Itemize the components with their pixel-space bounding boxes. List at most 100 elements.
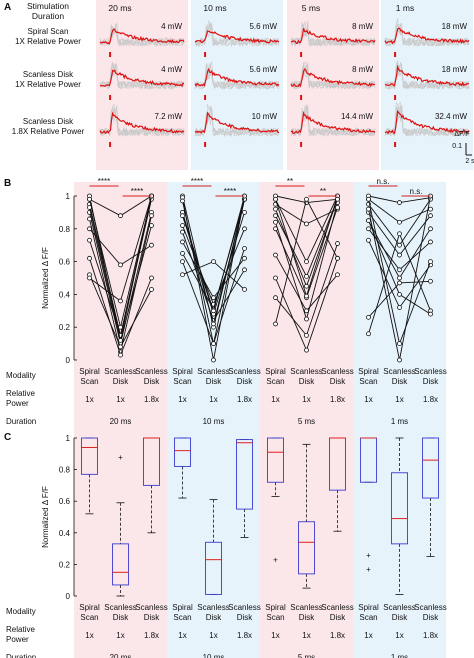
mean-trace bbox=[99, 69, 185, 88]
panel-b-relpower-label: 1x bbox=[271, 395, 279, 404]
panel-b-modality-label: Spiral bbox=[79, 367, 100, 376]
data-point bbox=[87, 237, 92, 243]
data-point bbox=[428, 311, 433, 317]
panel-b-modality-label: Scanless bbox=[414, 367, 446, 376]
panel-c-modality-label: Spiral bbox=[358, 603, 379, 612]
stim-marker bbox=[300, 95, 303, 100]
background-trace bbox=[99, 108, 185, 137]
row-label-line-1: Scanless Disk bbox=[23, 117, 74, 126]
power-label: 8 mW bbox=[352, 22, 373, 31]
outlier-marker: + bbox=[273, 556, 278, 565]
panel-b-modality-label: Spiral bbox=[358, 367, 379, 376]
panel-c-relpower-label: 1x bbox=[364, 631, 372, 640]
stim-marker bbox=[109, 95, 112, 100]
power-label: 10 mW bbox=[252, 112, 278, 121]
panel-c-modality-label: Scan bbox=[173, 613, 191, 622]
panel-b-relpower-label: 1x bbox=[395, 395, 403, 404]
data-point bbox=[304, 273, 309, 279]
panel-c-relpower-label: 1x bbox=[302, 631, 310, 640]
panel-b-relpower-header: Power bbox=[6, 399, 29, 408]
data-point bbox=[211, 259, 216, 265]
data-point bbox=[366, 237, 371, 243]
panel-c-modality-label: Disk bbox=[144, 613, 161, 622]
panel-b-modality-label: Scanless bbox=[104, 367, 136, 376]
data-point bbox=[211, 295, 216, 301]
panel-c-modality-label: Disk bbox=[330, 613, 347, 622]
stim-marker bbox=[204, 142, 207, 147]
panel-b-modality-header: Modality bbox=[6, 371, 36, 380]
background-trace bbox=[194, 104, 280, 137]
data-point bbox=[397, 280, 402, 286]
background-trace bbox=[290, 64, 376, 90]
data-point bbox=[304, 316, 309, 322]
panel-c-modality-label: Scanless bbox=[290, 603, 322, 612]
data-point bbox=[273, 252, 278, 258]
data-point bbox=[304, 283, 309, 289]
data-point bbox=[397, 341, 402, 347]
scale-bar-dff-label: ΔF/F bbox=[454, 131, 469, 138]
data-point bbox=[242, 267, 247, 273]
data-point bbox=[273, 226, 278, 232]
panel-c-modality-label: Scanless bbox=[135, 603, 167, 612]
power-label: 14.4 mW bbox=[341, 112, 373, 121]
data-point bbox=[118, 324, 123, 330]
data-point bbox=[366, 314, 371, 320]
data-point bbox=[149, 242, 154, 248]
data-point bbox=[428, 239, 433, 245]
panel-c-duration-label: 20 ms bbox=[110, 653, 132, 658]
background-trace bbox=[384, 104, 470, 137]
background-trace bbox=[290, 109, 376, 137]
panel-c-relpower-label: 1x bbox=[178, 631, 186, 640]
significance-label: n.s. bbox=[410, 187, 423, 196]
panel-b-modality-label: Scan bbox=[266, 377, 284, 386]
row-label-line-2: 1X Relative Power bbox=[15, 37, 81, 46]
box bbox=[391, 472, 408, 545]
box bbox=[81, 437, 98, 475]
panel-b-modality-label: Disk bbox=[392, 377, 409, 386]
box bbox=[112, 543, 129, 586]
mean-trace bbox=[384, 109, 470, 135]
mean-trace bbox=[290, 28, 376, 44]
panel-c-duration-label: 10 ms bbox=[203, 653, 225, 658]
data-point bbox=[397, 275, 402, 281]
outlier-marker: + bbox=[366, 551, 371, 560]
panel-b-relpower-header: Relative bbox=[6, 389, 35, 398]
panel-b-relpower-label: 1.8x bbox=[144, 395, 159, 404]
panel-c-modality-label: Disk bbox=[392, 613, 409, 622]
data-point bbox=[397, 291, 402, 297]
panel-b-duration-label: 5 ms bbox=[298, 417, 315, 426]
data-point bbox=[397, 219, 402, 225]
mean-trace bbox=[99, 28, 185, 45]
data-point bbox=[304, 347, 309, 353]
panel-b-modality-label: Scan bbox=[80, 377, 98, 386]
panel-b-modality-label: Disk bbox=[206, 377, 223, 386]
significance-label: **** bbox=[224, 187, 236, 196]
data-point bbox=[87, 196, 92, 202]
mean-trace bbox=[290, 110, 376, 134]
panel-c-modality-label: Scan bbox=[80, 613, 98, 622]
background-trace bbox=[384, 101, 470, 137]
data-point bbox=[118, 337, 123, 343]
panel-c-y-tick-label: 1 bbox=[66, 434, 71, 443]
data-point bbox=[149, 223, 154, 228]
panel-letter: C bbox=[4, 432, 11, 443]
data-point bbox=[273, 295, 278, 301]
data-point bbox=[180, 223, 185, 228]
stim-marker bbox=[109, 142, 112, 147]
data-point bbox=[428, 278, 433, 284]
panel-b-y-tick-label: 0.8 bbox=[59, 225, 71, 234]
power-label: 8 mW bbox=[352, 65, 373, 74]
panel-c-y-axis-label: Normalized Δ F/F bbox=[41, 486, 50, 548]
background-trace bbox=[194, 64, 280, 90]
data-point bbox=[273, 275, 278, 281]
outlier-marker: + bbox=[366, 565, 371, 574]
panel-c-relpower-label: 1.8x bbox=[423, 631, 438, 640]
power-label: 32.4 mW bbox=[435, 112, 467, 121]
background-trace bbox=[194, 22, 280, 47]
panel-b-modality-label: Disk bbox=[423, 377, 440, 386]
data-point bbox=[304, 332, 309, 338]
panel-b-relpower-label: 1.8x bbox=[237, 395, 252, 404]
panel-c-band bbox=[260, 424, 353, 658]
